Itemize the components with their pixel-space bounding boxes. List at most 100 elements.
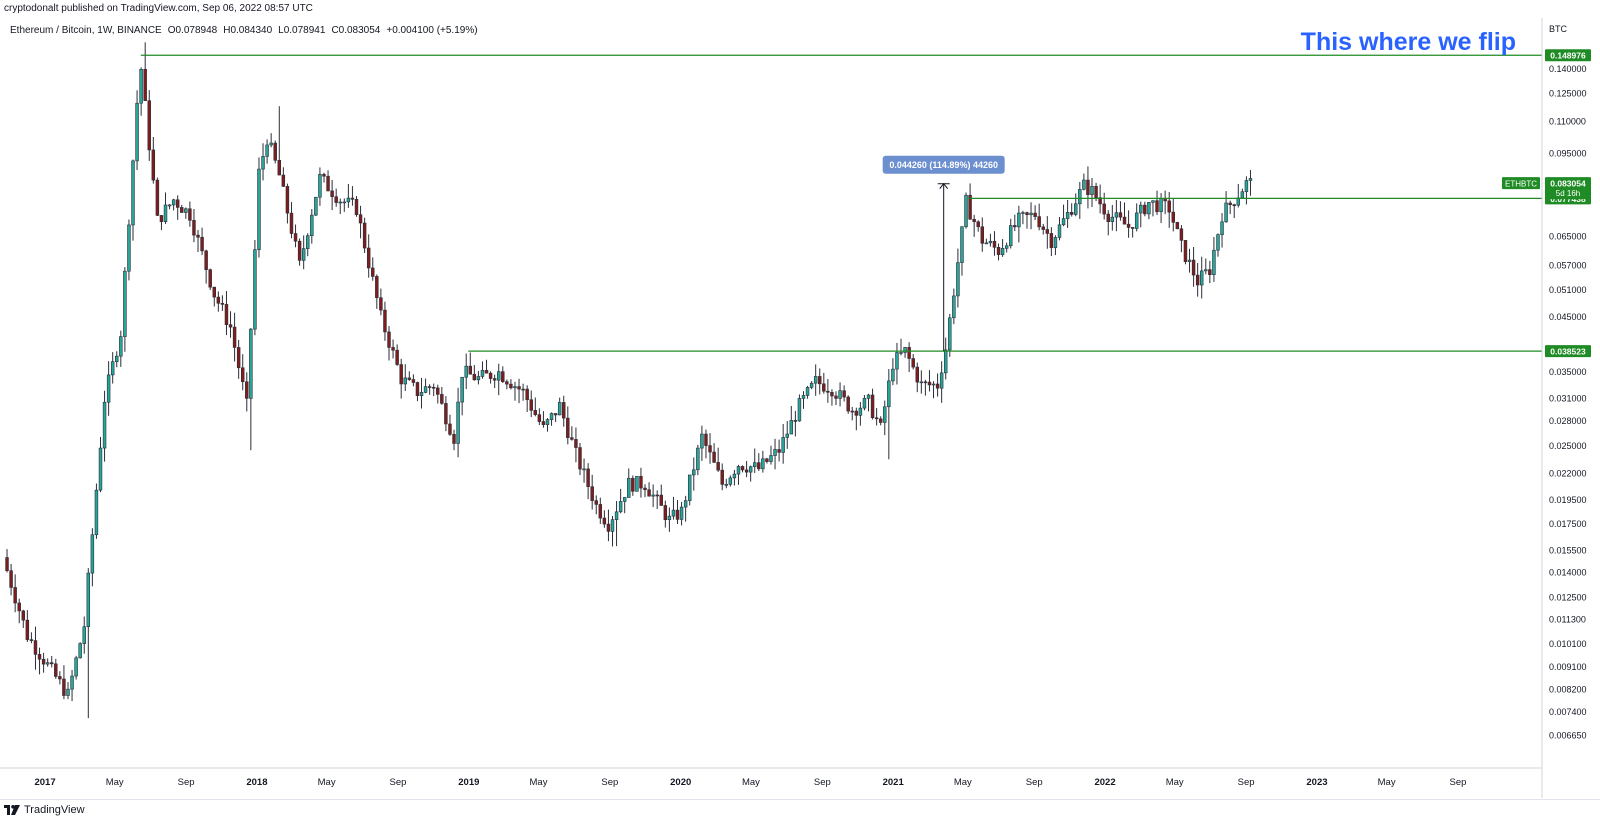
candle-body-down <box>224 304 229 325</box>
candle-body-up <box>1216 234 1220 251</box>
candle-body-up <box>1021 212 1025 214</box>
price-tick-label: 0.009100 <box>1549 662 1587 672</box>
candle-body-down <box>440 394 444 404</box>
candle <box>651 484 655 508</box>
candle-body-up <box>301 248 306 261</box>
candle-body-up <box>627 477 631 498</box>
price-axis[interactable]: 0.1400000.1250000.1100000.0950000.077500… <box>1549 64 1587 741</box>
candle-body-up <box>318 173 322 198</box>
candle-body-down <box>285 186 290 214</box>
candle-body-up <box>732 473 737 479</box>
candle <box>45 658 50 667</box>
candle <box>631 475 635 496</box>
candle <box>996 243 1001 261</box>
candle-body-up <box>257 168 261 251</box>
candle <box>131 159 135 241</box>
bar-countdown: 5d 16h <box>1556 189 1580 198</box>
candle <box>980 217 985 252</box>
candle <box>1212 237 1216 282</box>
candle-body-up <box>549 413 554 420</box>
candle-body-down <box>968 194 972 220</box>
candle <box>923 379 928 396</box>
candle-body-down <box>720 469 724 485</box>
headline-annotation[interactable]: This where we flip <box>1301 28 1516 56</box>
candle-body-down <box>448 423 452 435</box>
time-axis[interactable]: 2017 May Sep 2018 May Sep 2019 May Sep 2020 May Sep… <box>34 777 1466 788</box>
candle <box>866 393 871 412</box>
candle-body-down <box>744 469 749 473</box>
candle <box>647 482 651 497</box>
candle-body-down <box>399 364 403 385</box>
candle <box>1004 242 1009 253</box>
candle-body-down <box>639 475 643 489</box>
candle <box>1074 193 1078 217</box>
candle <box>257 157 261 258</box>
candle-body-down <box>192 220 196 236</box>
candle <box>277 106 282 176</box>
price-tick-label: 0.125000 <box>1549 89 1587 99</box>
tradingview-logo[interactable]: TradingView <box>4 804 85 816</box>
candle <box>70 669 74 702</box>
candle-body-up <box>163 204 168 222</box>
candle-body-down <box>58 676 62 680</box>
candle-body-down <box>1143 204 1147 215</box>
candle-body-up <box>102 401 107 449</box>
candle <box>943 337 948 380</box>
candle <box>484 359 489 374</box>
candle <box>1057 217 1062 241</box>
candle-body-down <box>541 421 546 425</box>
price-chart[interactable]: 0.044260 (114.89%) 44260 BTC 0.140000 0.1… <box>0 18 1600 798</box>
candle-body-down <box>525 388 529 401</box>
candle <box>1130 227 1135 238</box>
candle <box>545 418 550 432</box>
candle <box>1114 200 1119 232</box>
candle <box>354 196 359 217</box>
time-tick-label: 2022 <box>1094 777 1115 788</box>
candle-body-down <box>976 221 980 228</box>
candle-body-down <box>826 390 830 393</box>
last-price-tag <box>1545 177 1591 200</box>
candle <box>870 388 875 420</box>
candle-body-down <box>842 390 846 398</box>
candle <box>1204 258 1208 275</box>
candle <box>281 167 286 187</box>
candle <box>895 342 899 385</box>
candle-body-up <box>476 376 481 381</box>
candle <box>362 217 367 253</box>
measure-tool[interactable]: 0.044260 (114.89%) 44260 <box>882 155 1005 352</box>
candle-body-down <box>517 386 521 390</box>
legend-low: L0.078941 <box>278 25 326 36</box>
candle <box>1155 190 1159 215</box>
legend-change: +0.004100 (+5.19%) <box>386 25 477 36</box>
price-tick-label: 0.110000 <box>1549 117 1586 127</box>
candle <box>431 383 436 397</box>
candle-body-down <box>972 219 976 223</box>
candle <box>297 238 302 266</box>
candle <box>850 406 854 421</box>
candle <box>716 447 720 472</box>
candle <box>1082 173 1086 191</box>
candle-body-down <box>468 365 472 375</box>
candle <box>732 469 737 486</box>
candle-body-down <box>220 302 225 305</box>
candle-body-down <box>427 386 432 388</box>
symbol-tag[interactable] <box>1502 177 1540 190</box>
candle-body-up <box>891 368 895 382</box>
candle-body-down <box>675 509 680 520</box>
candle-body-up <box>480 370 485 377</box>
candle-body-down <box>822 383 826 392</box>
candle <box>505 379 509 390</box>
footer-bar: TradingView <box>0 799 1600 823</box>
candle <box>115 351 119 368</box>
candle <box>192 209 196 243</box>
candle-body-up <box>123 270 127 337</box>
candle-body-down <box>415 382 420 396</box>
legend-row: Ethereum / Bitcoin, 1W, BINANCE O0.078948… <box>10 25 478 36</box>
candle <box>838 382 842 407</box>
candle <box>1029 202 1033 230</box>
candle <box>419 377 424 409</box>
candle-body-up <box>127 224 131 272</box>
candle-body-down <box>598 504 603 519</box>
candle-body-up <box>66 688 70 696</box>
candle <box>614 501 619 547</box>
